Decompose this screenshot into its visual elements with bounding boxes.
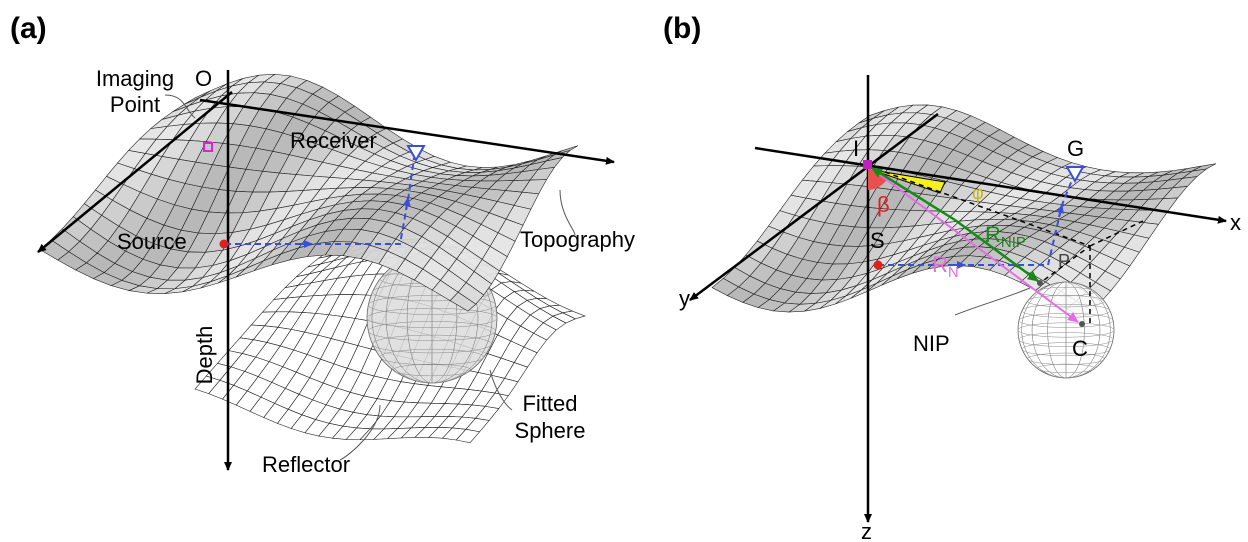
phi-label: φ: [972, 183, 984, 203]
rn-sub: N: [948, 264, 959, 281]
source-marker: [874, 261, 883, 270]
y-label: y: [679, 286, 690, 311]
origin-label: O: [195, 66, 212, 91]
source-marker: [220, 240, 229, 249]
fitted-sphere-label: Sphere: [515, 418, 586, 443]
rnip-sub: NIP: [1001, 234, 1026, 251]
reflector-label: Reflector: [262, 452, 350, 477]
leader: [955, 288, 1030, 315]
nip-marker: [1037, 280, 1043, 286]
nip-label: NIP: [913, 331, 950, 356]
x-label: x: [1230, 210, 1241, 235]
figure: (a) O Imaging Point Receiver Source Topo…: [0, 0, 1248, 542]
panel-b: [712, 105, 1216, 378]
panel-label: (b): [663, 12, 701, 45]
topography-label: Topography: [520, 227, 635, 252]
depth-label: Depth: [192, 326, 217, 385]
panel-label: (a): [10, 12, 47, 45]
imaging-point-label: Imaging: [96, 66, 174, 91]
imaging-point-marker: [863, 160, 872, 169]
imaging-point-label: Point: [110, 92, 160, 117]
center-marker: [1079, 321, 1085, 327]
rnip-main: R: [985, 222, 1001, 247]
z-label: z: [861, 519, 872, 542]
p-label: P: [1058, 251, 1070, 271]
g-label: G: [1067, 136, 1084, 161]
c-label: C: [1072, 336, 1088, 361]
receiver-label: Receiver: [290, 128, 377, 153]
source-label: Source: [117, 229, 187, 254]
s-label: S: [870, 228, 885, 253]
beta-label: β: [877, 192, 890, 217]
i-label: I: [853, 136, 859, 161]
rn-main: R: [932, 252, 948, 277]
fitted-sphere-label: Fitted: [522, 391, 577, 416]
